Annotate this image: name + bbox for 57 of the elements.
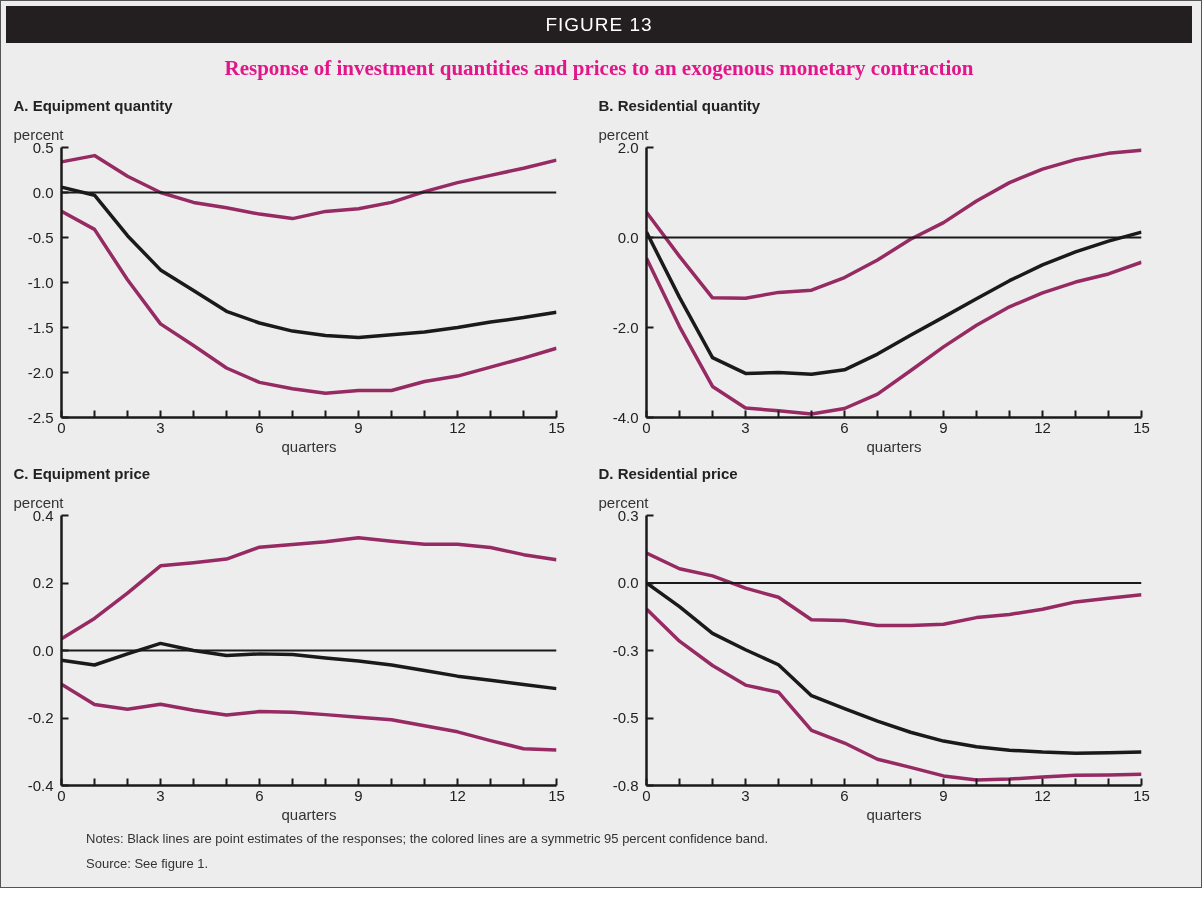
- x-tick-label: 15: [548, 786, 565, 804]
- x-tick-label: 15: [1133, 418, 1150, 436]
- x-tick-label: 3: [156, 418, 165, 436]
- y-axis-title: percent: [598, 125, 650, 143]
- x-tick-label: 12: [1034, 786, 1051, 804]
- y-tick-label: 0.0: [617, 228, 639, 246]
- y-tick-label: -0.8: [612, 776, 639, 794]
- x-tick-label: 12: [449, 786, 466, 804]
- x-axis-title: quarters: [281, 805, 337, 823]
- x-tick-label: 0: [57, 786, 66, 804]
- x-tick-label: 0: [57, 418, 66, 436]
- x-tick-label: 12: [449, 418, 466, 436]
- x-tick-label: 3: [741, 786, 750, 804]
- chart-title: C. Equipment price: [13, 464, 151, 482]
- x-tick-label: 0: [642, 418, 651, 436]
- y-tick-label: 0.0: [32, 183, 54, 201]
- y-tick-label: -0.5: [27, 228, 54, 246]
- y-tick-label: -2.0: [612, 318, 639, 336]
- x-axis-title: quarters: [866, 805, 922, 823]
- x-tick-label: 3: [156, 786, 165, 804]
- text: FIGURE 13: [6, 6, 1192, 44]
- y-axis-title: percent: [13, 493, 65, 511]
- y-tick-label: -0.3: [612, 641, 639, 659]
- x-axis-title: quarters: [281, 437, 337, 455]
- chart-title: A. Equipment quantity: [13, 96, 174, 114]
- y-axis-title: percent: [598, 493, 650, 511]
- chart-title: B. Residential quantity: [598, 96, 761, 114]
- x-tick-label: 15: [548, 418, 565, 436]
- x-tick-label: 9: [354, 418, 363, 436]
- y-tick-label: -4.0: [612, 408, 639, 426]
- y-tick-label: -0.5: [612, 709, 639, 726]
- x-axis-title: quarters: [866, 437, 922, 455]
- y-tick-label: 0.0: [32, 641, 54, 659]
- x-tick-label: 6: [255, 418, 264, 436]
- y-tick-label: -2.0: [27, 363, 54, 381]
- x-tick-label: 15: [1133, 786, 1150, 804]
- x-tick-label: 6: [255, 786, 264, 804]
- source-note: Source: See figure 1.: [86, 854, 210, 873]
- text: Response of investment quantities and prices to an exogenous monetary contraction: [223, 55, 975, 83]
- y-tick-label: -0.2: [27, 709, 54, 726]
- y-tick-label: -2.5: [27, 408, 54, 426]
- text: Notes: Black lines are point estimates of the responses; the colored lines are a symmetric 95 percent confidence band.: [86, 830, 769, 848]
- x-tick-label: 9: [354, 786, 363, 804]
- y-tick-label: -0.4: [27, 776, 54, 794]
- x-tick-label: 0: [642, 786, 651, 804]
- y-tick-label: 0.0: [617, 574, 639, 591]
- x-tick-label: 6: [840, 786, 849, 804]
- x-tick-label: 6: [840, 418, 849, 436]
- x-tick-label: 9: [939, 786, 948, 804]
- y-tick-label: 0.2: [32, 574, 54, 591]
- y-tick-label: -1.0: [27, 273, 54, 291]
- x-tick-label: 12: [1034, 418, 1051, 436]
- x-tick-label: 3: [741, 418, 750, 436]
- x-tick-label: 9: [939, 418, 948, 436]
- y-tick-label: -1.5: [27, 318, 54, 336]
- chart-title: D. Residential price: [598, 464, 738, 482]
- y-axis-title: percent: [13, 125, 65, 143]
